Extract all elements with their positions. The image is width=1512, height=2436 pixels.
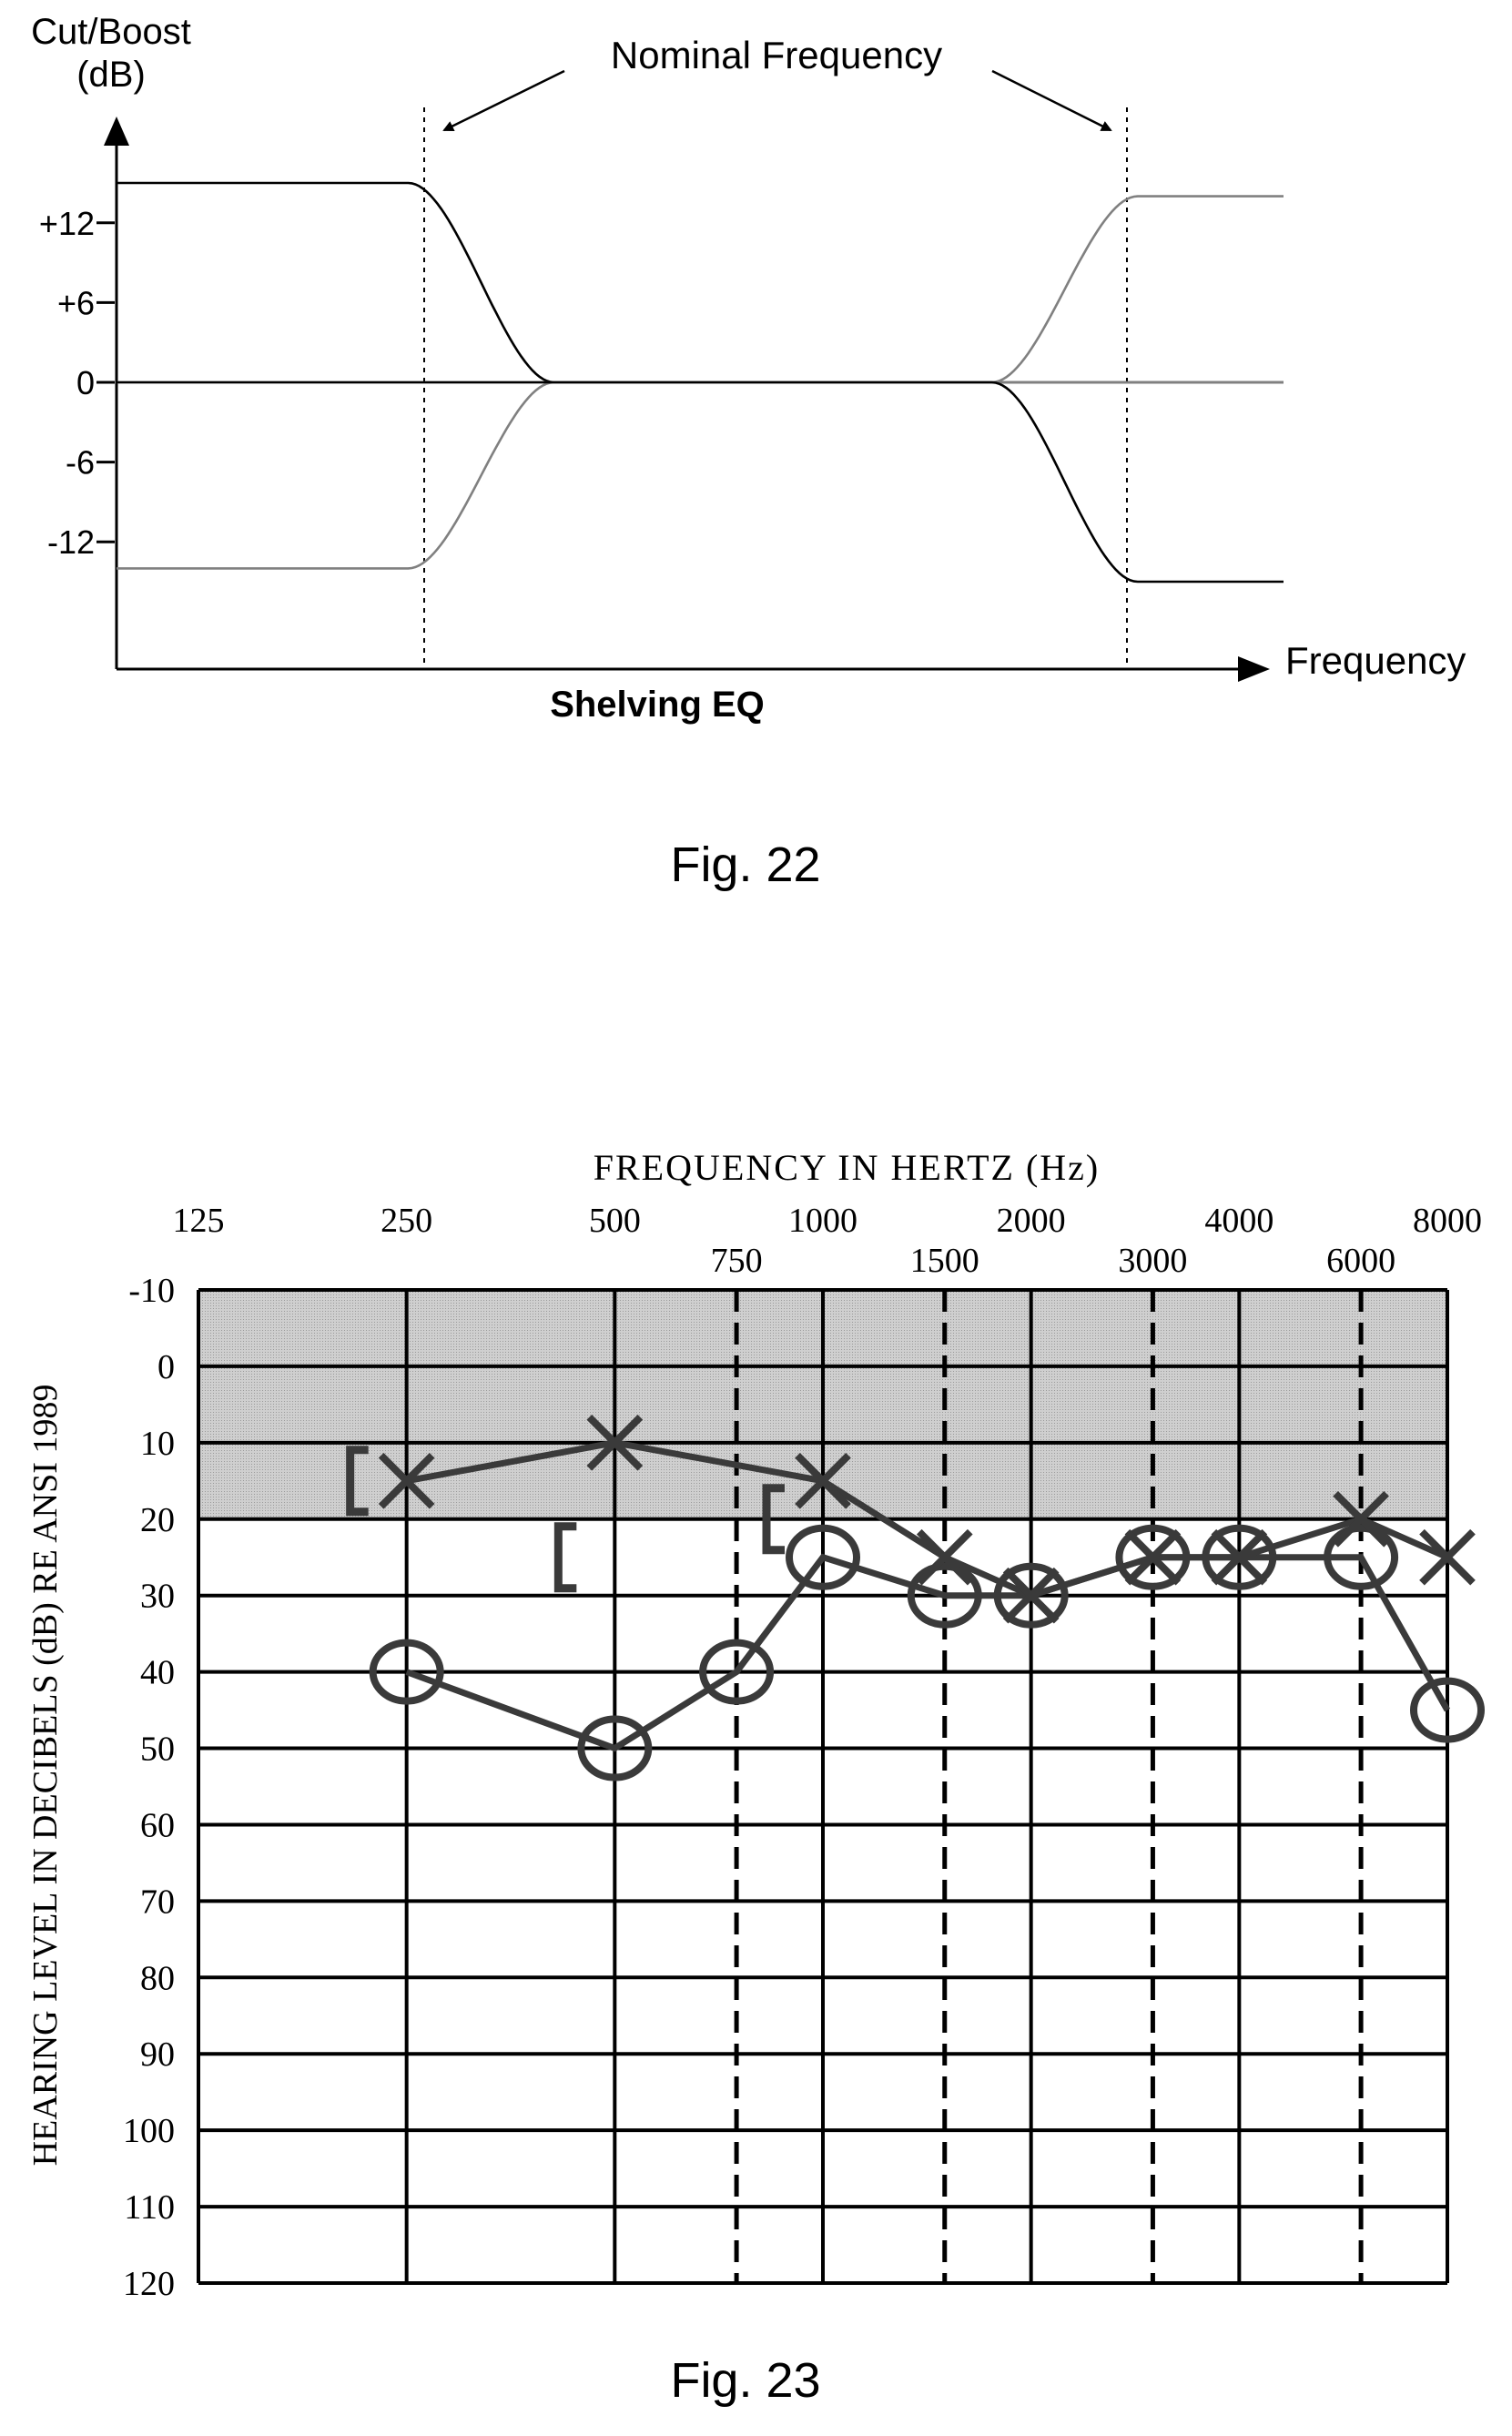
fig23-y-tick-labels: -10 0 10 20 30 40 50 60 70 80 90 100 110 120: [123, 1272, 175, 2303]
fig23-marker-circle: [786, 1524, 860, 1590]
fig23-marker-bracket: [553, 1522, 577, 1593]
fig23-x-tick-labels: 125 250 500 1000 2000 4000 8000 750 1500 3000 6000: [173, 1202, 1483, 1280]
fig23-ytick-label: 120: [123, 2265, 175, 2303]
fig22-ytick-label: +12: [39, 205, 95, 242]
fig23-xtick-label: 4000: [1204, 1202, 1274, 1240]
fig22-annotation: Nominal Frequency: [611, 34, 942, 76]
fig23-ytick-label: 110: [124, 2188, 175, 2227]
fig23-xtick-label-secondary: 6000: [1326, 1242, 1395, 1280]
fig23-ytick-label: 90: [140, 2035, 175, 2074]
fig22-yticks: +12 +6 0 -6 -12: [39, 205, 115, 561]
shelving-eq-chart: Cut/Boost (dB) Frequency +12 +6 0 -6 -12 Nom…: [31, 12, 1466, 725]
fig23-ylabel: HEARING LEVEL IN DECIBELS (dB) RE ANSI 1…: [26, 1385, 65, 2167]
fig23-marker-cross: [1002, 1567, 1060, 1624]
fig23-ytick-label: 50: [140, 1731, 175, 1769]
fig23-marker-cross: [795, 1452, 851, 1509]
fig23-caption: Fig. 23: [670, 2353, 820, 2408]
fig22-xlabel: Frequency: [1285, 639, 1466, 682]
fig22-title: Shelving EQ: [550, 685, 765, 725]
fig23-ytick-label: 80: [140, 1959, 175, 1997]
fig23-xtick-label-secondary: 750: [711, 1242, 763, 1280]
fig23-ytick-label: 30: [140, 1578, 175, 1616]
fig23-marker-circle: [993, 1562, 1069, 1629]
fig22-ytick-label: 0: [76, 364, 95, 401]
fig23-xtick-label: 500: [589, 1202, 641, 1240]
fig22-caption: Fig. 22: [670, 837, 820, 892]
fig23-series: [346, 1415, 1485, 1781]
fig23-ytick-label: 20: [140, 1501, 175, 1539]
fig23-xtick-label: 1000: [788, 1202, 857, 1240]
fig23-series-line-circle: [405, 1553, 1451, 1752]
fig23-xtick-label-secondary: 1500: [910, 1242, 979, 1280]
fig22-curve-low-shelf-cut: [117, 381, 1284, 570]
fig22-y-axis-arrow: [104, 117, 129, 146]
fig23-ytick-label: 10: [140, 1425, 175, 1463]
fig23-xtick-label: 125: [173, 1202, 225, 1240]
fig23-marker-bracket: [346, 1446, 369, 1517]
fig23-marker-circle: [1410, 1677, 1485, 1743]
fig23-marker-cross: [1419, 1528, 1476, 1586]
fig23-ytick-label: 0: [157, 1348, 175, 1386]
fig23-marker-cross: [1211, 1528, 1268, 1586]
fig23-title: FREQUENCY IN HERTZ (Hz): [594, 1147, 1101, 1188]
audiogram-chart: FREQUENCY IN HERTZ (Hz) 125 250 500 1000 200…: [26, 1147, 1485, 2303]
fig22-ytick-label: -12: [47, 523, 95, 561]
fig23-xtick-label: 8000: [1413, 1202, 1482, 1240]
fig23-ytick-label: 60: [140, 1806, 175, 1844]
fig23-marker-cross: [1333, 1490, 1389, 1548]
fig23-marker-circle: [577, 1715, 653, 1781]
fig23-marker-circle: [369, 1639, 444, 1705]
fig23-grid: [197, 1288, 1449, 2285]
fig23-ytick-label: 40: [140, 1654, 175, 1692]
fig22-ytick-label: -6: [66, 444, 95, 482]
fig22-annotation-arrow-left: [442, 69, 565, 132]
fig23-marker-cross: [1124, 1528, 1182, 1586]
fig22-curves: [117, 181, 1284, 584]
fig22-annotation-arrow-right: [991, 69, 1112, 132]
fig23-marker-circle: [907, 1562, 982, 1629]
fig23-xtick-label: 250: [381, 1202, 432, 1240]
fig22-curve-high-shelf-boost: [117, 195, 1284, 384]
fig23-xtick-label-secondary: 3000: [1118, 1242, 1187, 1280]
fig23-marker-circle: [1324, 1524, 1399, 1590]
fig23-marker-bracket: [762, 1484, 785, 1555]
fig23-ytick-label: 70: [140, 1883, 175, 1921]
fig22-x-axis-arrow: [1238, 656, 1270, 682]
fig23-marker-cross: [378, 1452, 435, 1509]
fig22-ylabel-line1: Cut/Boost: [31, 12, 191, 52]
fig23-marker-cross: [916, 1528, 973, 1586]
fig22-curve-low-shelf-boost: [117, 181, 1284, 384]
fig23-ytick-label: -10: [128, 1272, 175, 1310]
fig23-marker-cross: [586, 1415, 644, 1471]
fig22-ytick-label: +6: [57, 284, 95, 321]
fig22-ylabel-line2: (dB): [76, 55, 146, 95]
fig22-curve-high-shelf-cut: [117, 381, 1284, 584]
fig23-xtick-label: 2000: [997, 1202, 1066, 1240]
fig23-ytick-label: 100: [123, 2112, 175, 2150]
fig23-marker-circle: [699, 1639, 775, 1705]
